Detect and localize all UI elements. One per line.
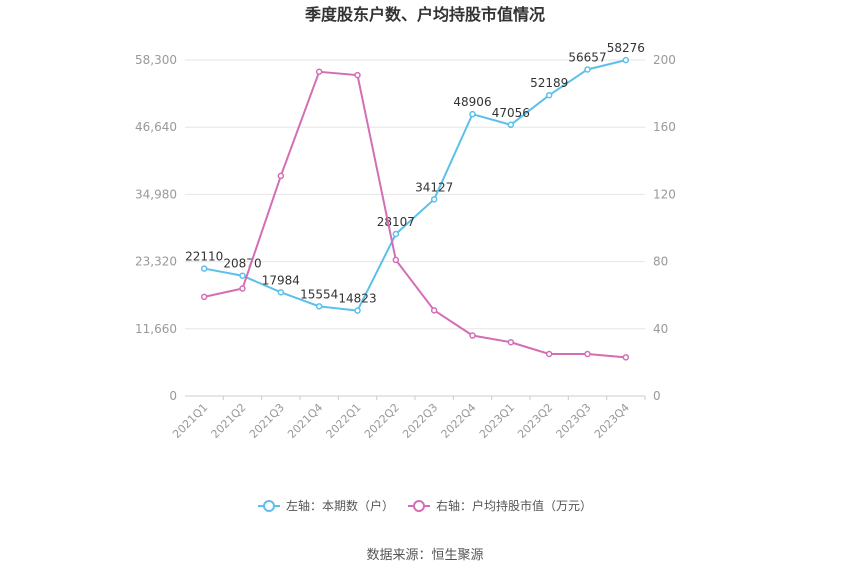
x-tick-label: 2021Q4 [285, 401, 325, 441]
legend-item[interactable]: 左轴：本期数（户） [258, 498, 394, 513]
right-axis-tick: 0 [653, 389, 661, 403]
source-note: 数据来源：恒生聚源 [366, 548, 483, 563]
legend-label: 右轴：户均持股市值（万元） [436, 498, 592, 513]
data-label: 56657 [568, 50, 606, 64]
legend-marker-icon [413, 500, 425, 512]
right-axis-tick: 160 [653, 120, 676, 134]
shareholder-count-point [200, 265, 208, 272]
legend-marker-icon [263, 500, 275, 512]
data-label: 28107 [377, 215, 415, 229]
avg-holding-value-point [584, 350, 591, 358]
right-axis-tick: 80 [653, 255, 668, 269]
shareholder-count-point [507, 121, 515, 129]
avg-holding-value-point [239, 285, 246, 292]
x-tick-label: 2022Q1 [324, 401, 364, 441]
avg-holding-value-point [545, 350, 553, 358]
shareholder-count-point [277, 289, 285, 296]
legend[interactable]: 左轴：本期数（户） 右轴：户均持股市值（万元） [258, 498, 592, 513]
avg-holding-value-point [430, 307, 438, 314]
right-axis-tick: 200 [653, 53, 676, 67]
avg-holding-value-line [203, 70, 626, 359]
data-label: 52189 [530, 76, 568, 90]
shareholder-count-point [469, 110, 476, 118]
left-axis-tick: 46,640 [135, 120, 177, 134]
avg-holding-value-point [469, 332, 476, 339]
data-label: 20870 [223, 257, 261, 271]
right-axis-tick: 40 [653, 322, 668, 336]
shareholder-count-point [545, 91, 553, 99]
data-label: 47056 [492, 106, 530, 120]
x-tick-label: 2022Q3 [400, 401, 440, 441]
data-label: 17984 [262, 273, 300, 287]
x-tick-label: 2021Q2 [209, 401, 249, 441]
x-tick-label: 2023Q1 [477, 401, 517, 441]
left-axis-tick: 23,320 [135, 255, 177, 269]
grid-layer [185, 59, 645, 330]
avg-holding-value-point [315, 68, 323, 76]
shareholder-count-line [203, 59, 627, 312]
avg-holding-value-point [354, 71, 361, 79]
data-label: 22110 [185, 250, 223, 264]
x-tick-label: 2022Q2 [362, 401, 402, 441]
left-axis-tick: 0 [169, 389, 177, 403]
legend-label: 左轴：本期数（户） [286, 498, 394, 513]
shareholder-count-point [239, 272, 246, 279]
left-axis-tick: 11,660 [135, 322, 177, 336]
shareholder-count-point [584, 66, 591, 73]
right-axis-tick: 120 [653, 187, 676, 201]
left-axis-tick: 58,300 [135, 53, 177, 67]
chart-title: 季度股东户数、户均持股市值情况 [304, 5, 545, 24]
left-axis-tick: 34,980 [135, 187, 177, 201]
shareholder-count-point [430, 196, 438, 203]
data-label: 15554 [300, 287, 338, 301]
data-label: 34127 [415, 180, 453, 194]
shareholder-count-point [392, 230, 400, 238]
avg-holding-value-point [507, 338, 515, 346]
avg-holding-value-point [622, 354, 630, 361]
axis-layer: 0 0 11,660 40 23,320 80 34,980 120 46,640 160 58,3… [135, 53, 676, 441]
shareholder-count-point [315, 303, 323, 310]
shareholder-count-point [354, 307, 361, 314]
x-tick-label: 2023Q3 [554, 401, 594, 441]
data-label: 58276 [607, 41, 645, 55]
legend-item[interactable]: 右轴：户均持股市值（万元） [408, 498, 592, 513]
avg-holding-value-point [392, 256, 400, 264]
data-label: 48906 [453, 95, 491, 109]
shareholder-count-point [622, 56, 630, 64]
data-label: 14823 [338, 292, 376, 306]
x-tick-label: 2021Q3 [247, 401, 287, 441]
x-tick-label: 2021Q1 [170, 401, 210, 441]
avg-holding-value-point [277, 172, 285, 180]
avg-holding-value-point [200, 293, 208, 301]
x-tick-label: 2022Q4 [439, 401, 479, 441]
x-tick-label: 2023Q4 [592, 401, 632, 441]
x-tick-label: 2023Q2 [515, 401, 555, 441]
